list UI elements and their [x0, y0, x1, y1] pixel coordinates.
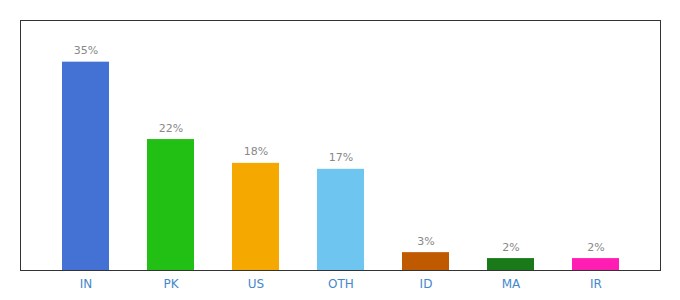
svg-text:35%: 35% — [74, 44, 98, 57]
svg-text:17%: 17% — [329, 151, 353, 164]
svg-text:2%: 2% — [502, 241, 519, 254]
svg-text:22%: 22% — [159, 122, 183, 135]
svg-text:MA: MA — [502, 277, 521, 291]
svg-text:IN: IN — [80, 277, 93, 291]
svg-text:US: US — [248, 277, 264, 291]
svg-text:2%: 2% — [587, 241, 604, 254]
svg-text:OTH: OTH — [328, 277, 354, 291]
svg-text:3%: 3% — [417, 235, 434, 248]
svg-text:ID: ID — [420, 277, 433, 291]
svg-text:PK: PK — [163, 277, 179, 291]
svg-text:IR: IR — [590, 277, 602, 291]
svg-text:18%: 18% — [244, 145, 268, 158]
